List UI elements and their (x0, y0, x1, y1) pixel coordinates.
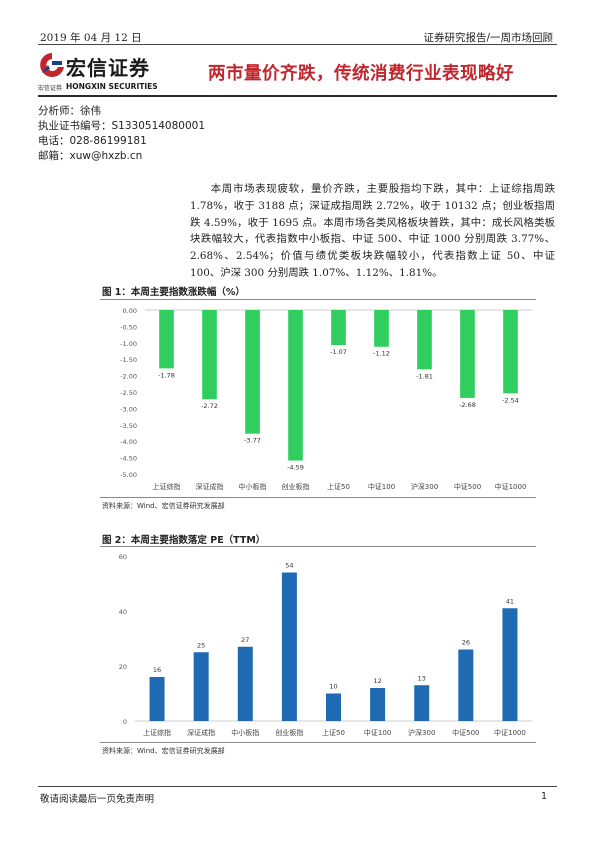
data-label: 12 (373, 677, 381, 685)
data-label: -1.78 (158, 371, 175, 379)
category-label: 中证500 (452, 728, 479, 737)
category-label: 上证综指 (143, 728, 171, 737)
y-tick-label: -5.00 (120, 471, 137, 479)
data-label: -1.81 (416, 372, 433, 380)
figure2-source: 资料来源：Wind、宏信证券研究发展部 (102, 747, 225, 755)
company-logo: 宏信证券 宏信证券 HONGXIN SECURITIES (38, 51, 160, 93)
data-label: 26 (462, 639, 470, 647)
category-label: 上证50 (322, 728, 345, 737)
y-tick-label: -4.00 (120, 438, 137, 446)
data-label: 27 (241, 636, 249, 644)
data-label: 25 (197, 641, 205, 649)
title-divider (38, 95, 557, 97)
footer-divider (38, 786, 557, 787)
y-tick-label: 60 (119, 553, 127, 561)
data-label: -1.07 (330, 348, 347, 356)
data-label: -4.59 (287, 464, 304, 472)
category-label: 中小板指 (239, 482, 267, 491)
header-divider (38, 44, 557, 45)
figure1-chart: 0.00 -0.50 -1.00 -1.50 -2.00 -2.50 -3.00 -3.50 -… (120, 307, 532, 491)
bar (414, 685, 430, 721)
figure2-top-rule (100, 546, 536, 547)
figure2-title: 图 2：本周主要指数落定 PE（TTM） (102, 535, 266, 546)
category-label: 上证50 (327, 482, 350, 491)
category-label: 创业板指 (275, 728, 303, 737)
y-tick-label: -1.50 (120, 356, 137, 364)
bar (370, 688, 386, 721)
page-number: 1 (540, 791, 547, 802)
footer-disclaimer: 敬请阅读最后一页免责声明 (40, 794, 155, 805)
bar (149, 677, 165, 721)
y-tick-label: -3.50 (120, 422, 137, 430)
data-label: 54 (285, 562, 293, 570)
category-label: 深证成指 (187, 728, 215, 737)
bar (503, 310, 518, 394)
bar (460, 310, 475, 398)
category-label: 中证1000 (494, 728, 526, 737)
figure1-bottom-rule (100, 497, 536, 498)
y-tick-label: -2.50 (120, 389, 137, 397)
y-tick-label: 40 (119, 608, 127, 616)
y-tick-label: 0 (123, 718, 127, 726)
bar (326, 693, 341, 721)
data-label: 13 (418, 674, 426, 682)
data-label: 41 (506, 597, 514, 605)
data-label: -2.54 (502, 396, 519, 404)
bar (281, 572, 297, 721)
data-label: -3.77 (244, 437, 261, 445)
logo-mark-icon (40, 53, 64, 77)
data-label: -1.12 (373, 350, 390, 358)
report-title: 两市量价齐跌，传统消费行业表现略好 (208, 64, 514, 84)
category-label: 中证1000 (495, 482, 527, 491)
bar (502, 608, 518, 721)
category-label: 沪深300 (411, 482, 438, 491)
figure1-title: 图 1：本周主要指数涨跌幅（%） (102, 287, 245, 298)
category-label: 上证综指 (153, 482, 181, 491)
y-tick-label: -2.00 (120, 373, 137, 381)
figure1-top-rule (100, 299, 536, 300)
report-type: 证券研究报告/一周市场回顾 (423, 32, 553, 44)
y-tick-label: -3.00 (120, 405, 137, 413)
y-tick-label: 0.00 (123, 307, 137, 315)
y-tick-label: -1.00 (120, 340, 137, 348)
category-label: 中证100 (368, 482, 395, 491)
figure2-chart: 0 20 40 60 16 上证综指 25 深证成指 27 中小板指 54 创业板指 10 上证50 12 中… (119, 553, 532, 737)
y-tick-label: -4.50 (120, 455, 137, 463)
y-tick-label: 20 (119, 663, 127, 671)
figure1-source: 资料来源：Wind、宏信证券研究发展部 (102, 502, 225, 510)
data-label: 10 (329, 683, 337, 691)
report-date: 2019 年 04 月 12 日 (40, 32, 142, 44)
analyst-phone: 电话：028-86199181 (38, 135, 147, 147)
bar (159, 310, 174, 369)
bar (237, 646, 253, 721)
analyst-name: 分析师：徐伟 (38, 105, 101, 117)
category-label: 中证100 (364, 728, 391, 737)
bar (193, 652, 209, 721)
summary-paragraph: 本周市场表现疲软，量价齐跌，主要股指均下跌，其中：上证综指周跌 1.78%，收于… (190, 183, 555, 279)
analyst-email: 邮箱：xuw@hxzb.cn (38, 150, 143, 162)
category-label: 创业板指 (282, 482, 310, 491)
bar (245, 310, 260, 434)
category-label: 中证500 (454, 482, 481, 491)
data-label: -2.72 (201, 402, 218, 410)
bar (288, 310, 303, 461)
logo-name: 宏信证券 (66, 56, 150, 80)
category-label: 深证成指 (196, 482, 224, 491)
bar (331, 310, 346, 346)
data-label: -2.68 (459, 401, 476, 409)
y-tick-label: -0.50 (120, 323, 137, 331)
logo-sub-en: HONGXIN SECURITIES (66, 82, 158, 91)
bar (458, 649, 474, 721)
category-label: 沪深300 (408, 728, 435, 737)
logo-sub-cn: 宏信证券 (38, 85, 63, 92)
category-label: 中小板指 (231, 728, 259, 737)
figure2-bottom-rule (100, 742, 536, 743)
bar (202, 310, 217, 400)
analyst-license: 执业证书编号：S1330514080001 (38, 120, 206, 132)
bar (374, 310, 389, 347)
bar (417, 310, 432, 370)
data-label: 16 (153, 666, 161, 674)
